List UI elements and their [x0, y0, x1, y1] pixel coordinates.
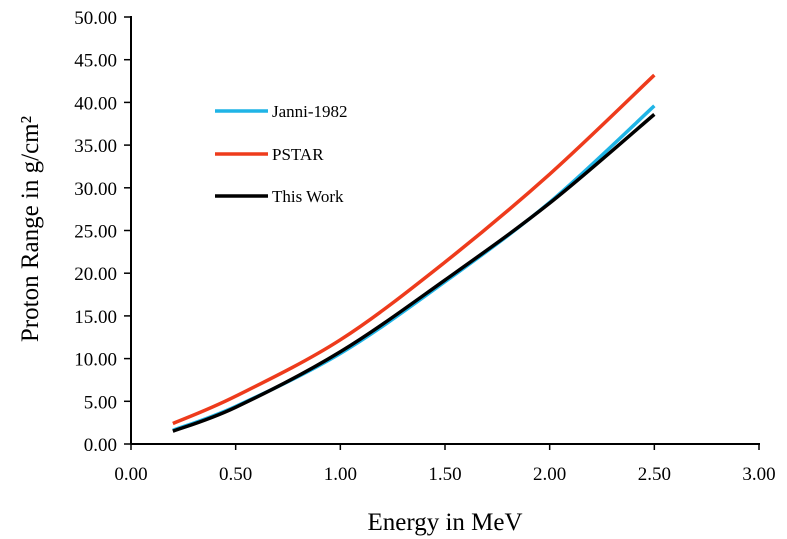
y-axis-title: Proton Range in g/cm² [17, 116, 44, 342]
y-tick-label: 35.00 [74, 136, 117, 157]
y-tick-label: 30.00 [74, 179, 117, 200]
x-axis-ticks: 0.00 0.50 1.00 1.50 2.00 2.50 3.00 [114, 444, 776, 485]
legend-label: Janni-1982 [272, 102, 348, 121]
y-tick-label: 25.00 [74, 222, 117, 243]
x-tick-label: 2.50 [638, 464, 671, 485]
y-axis-ticks: 0.00 5.00 10.00 15.00 20.00 25.00 30.00 35.00 40… [74, 8, 131, 456]
series-line-this-work [172, 113, 656, 433]
y-tick-label: 45.00 [74, 51, 117, 72]
x-tick-label: 0.00 [114, 464, 147, 485]
y-tick-label: 20.00 [74, 264, 117, 285]
y-tick-label: 50.00 [74, 8, 117, 29]
y-tick-label: 15.00 [74, 307, 117, 328]
x-tick-label: 0.50 [219, 464, 252, 485]
x-axis-title: Energy in MeV [367, 509, 522, 536]
x-tick-label: 2.00 [533, 464, 566, 485]
x-tick-label: 1.50 [428, 464, 461, 485]
legend-label: This Work [272, 187, 344, 206]
y-tick-label: 40.00 [74, 93, 117, 114]
legend: Janni-1982 PSTAR This Work [215, 102, 348, 206]
legend-label: PSTAR [272, 145, 324, 164]
y-tick-label: 5.00 [84, 392, 117, 413]
x-tick-label: 3.00 [742, 464, 775, 485]
axes [130, 16, 760, 445]
series-lines [172, 73, 656, 433]
x-tick-label: 1.00 [324, 464, 357, 485]
y-tick-label: 0.00 [84, 435, 117, 456]
y-tick-label: 10.00 [74, 350, 117, 371]
series-line-pstar [172, 73, 656, 426]
